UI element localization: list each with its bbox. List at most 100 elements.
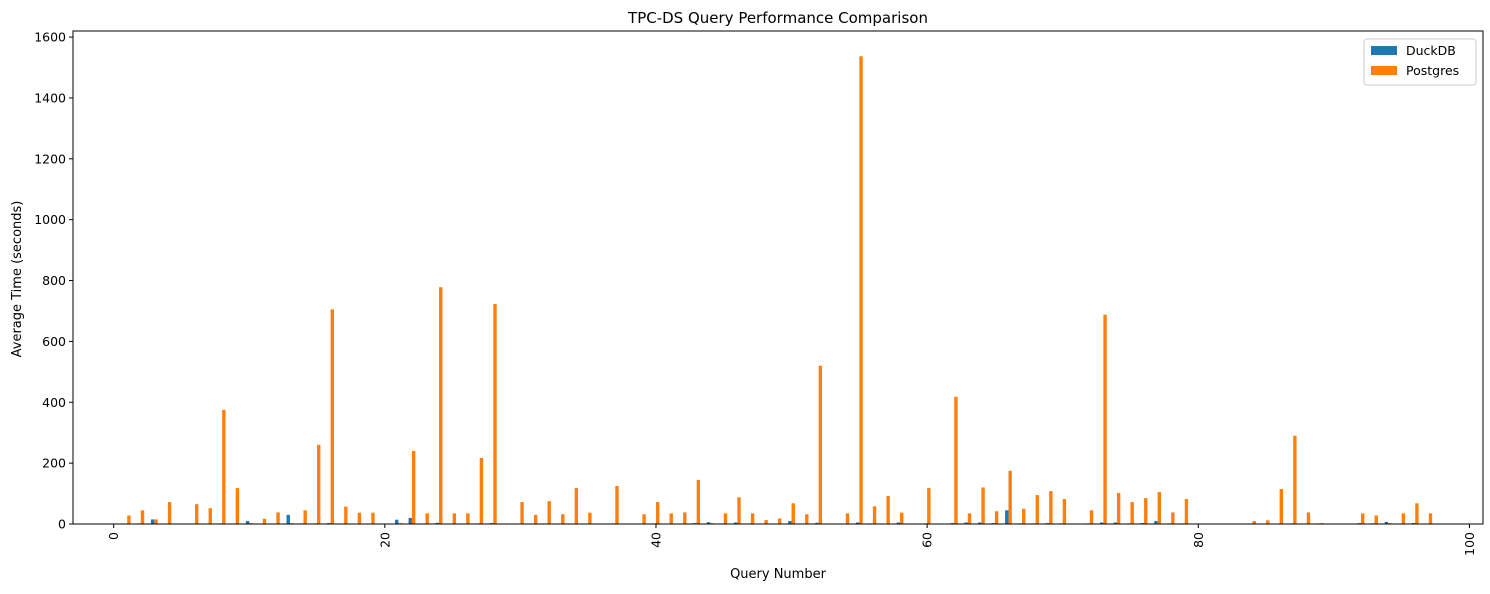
bar-postgres-39: [642, 514, 645, 524]
x-tick-label: 0: [106, 532, 121, 540]
bar-postgres-63: [968, 513, 971, 524]
bar-duckdb-13: [287, 515, 290, 524]
bar-postgres-95: [1402, 513, 1405, 524]
bar-duckdb-66: [1005, 510, 1008, 524]
bar-postgres-35: [588, 513, 591, 524]
bar-postgres-64: [981, 487, 984, 524]
legend-label-duckdb: DuckDB: [1406, 43, 1456, 58]
bar-postgres-76: [1144, 498, 1147, 524]
y-tick-label: 1200: [34, 151, 66, 166]
bar-postgres-33: [561, 514, 564, 524]
bar-postgres-45: [724, 513, 727, 524]
bar-postgres-17: [344, 507, 347, 524]
bar-postgres-11: [263, 519, 266, 524]
bar-postgres-67: [1022, 509, 1025, 524]
bar-postgres-3: [154, 519, 157, 524]
y-tick-label: 200: [42, 456, 66, 471]
bar-postgres-62: [954, 397, 957, 524]
x-axis-label: Query Number: [730, 567, 827, 582]
bar-postgres-25: [453, 513, 456, 524]
bar-postgres-49: [778, 519, 781, 524]
bar-postgres-66: [1008, 471, 1011, 524]
bar-postgres-58: [900, 513, 903, 524]
bar-postgres-52: [819, 366, 822, 524]
x-tick-label: 40: [648, 532, 663, 548]
bar-postgres-40: [656, 502, 659, 524]
bar-postgres-4: [168, 502, 171, 524]
bar-postgres-73: [1103, 315, 1106, 524]
bar-postgres-55: [859, 56, 862, 524]
bar-postgres-51: [805, 514, 808, 524]
bar-postgres-37: [615, 486, 618, 524]
bar-postgres-72: [1090, 510, 1093, 524]
bar-duckdb-21: [395, 520, 398, 524]
bar-postgres-26: [466, 513, 469, 524]
bars: [124, 56, 1432, 524]
bar-postgres-19: [371, 513, 374, 524]
bar-postgres-31: [534, 515, 537, 524]
bar-postgres-79: [1185, 499, 1188, 524]
bar-postgres-69: [1049, 491, 1052, 524]
bar-postgres-41: [670, 513, 673, 524]
bar-postgres-93: [1375, 515, 1378, 524]
legend: DuckDB Postgres: [1364, 39, 1476, 85]
y-tick-label: 1400: [34, 90, 66, 105]
bar-postgres-88: [1307, 512, 1310, 524]
bar-postgres-30: [520, 502, 523, 524]
bar-postgres-96: [1415, 503, 1418, 524]
bar-postgres-50: [792, 503, 795, 524]
bar-postgres-78: [1171, 512, 1174, 524]
y-tick-label: 0: [58, 517, 66, 532]
bar-postgres-22: [412, 451, 415, 524]
bar-postgres-42: [683, 512, 686, 524]
bar-postgres-6: [195, 504, 198, 524]
x-tick-label: 80: [1191, 532, 1206, 548]
bar-postgres-32: [548, 501, 551, 524]
bar-postgres-85: [1266, 520, 1269, 524]
legend-swatch-postgres: [1371, 66, 1397, 75]
bar-postgres-75: [1131, 502, 1134, 524]
bar-postgres-77: [1158, 492, 1161, 524]
x-tick-label: 20: [377, 532, 392, 548]
bar-postgres-87: [1293, 436, 1296, 524]
bar-postgres-60: [927, 488, 930, 524]
plot-frame: [73, 31, 1483, 524]
bar-postgres-28: [493, 304, 496, 524]
bar-postgres-1: [127, 515, 130, 524]
y-tick-label: 600: [42, 334, 66, 349]
bar-postgres-54: [846, 513, 849, 524]
y-tick-label: 800: [42, 273, 66, 288]
bar-postgres-86: [1280, 489, 1283, 524]
bar-postgres-12: [276, 512, 279, 524]
bar-postgres-46: [737, 497, 740, 524]
y-tick-label: 400: [42, 395, 66, 410]
bar-postgres-97: [1429, 513, 1432, 524]
bar-postgres-27: [480, 458, 483, 524]
bar-postgres-34: [575, 488, 578, 524]
bar-postgres-7: [209, 508, 212, 524]
legend-label-postgres: Postgres: [1406, 63, 1459, 78]
bar-postgres-14: [303, 510, 306, 524]
bar-postgres-15: [317, 445, 320, 524]
bar-postgres-56: [873, 506, 876, 524]
bar-postgres-16: [331, 309, 334, 524]
bar-duckdb-22: [409, 518, 412, 524]
bar-postgres-43: [697, 480, 700, 524]
y-tick-label: 1600: [34, 30, 66, 45]
y-tick-label: 1000: [34, 212, 66, 227]
bar-postgres-8: [222, 410, 225, 524]
x-tick-label: 100: [1462, 532, 1477, 556]
bar-postgres-18: [358, 513, 361, 524]
bar-postgres-65: [995, 511, 998, 524]
bar-postgres-47: [751, 513, 754, 524]
bar-postgres-9: [236, 488, 239, 524]
bar-postgres-68: [1036, 495, 1039, 524]
legend-swatch-duckdb: [1371, 46, 1397, 55]
bar-postgres-2: [141, 510, 144, 524]
bar-postgres-70: [1063, 499, 1066, 524]
bar-postgres-48: [764, 520, 767, 524]
bar-duckdb-3: [151, 519, 154, 524]
y-axis-label: Average Time (seconds): [10, 201, 25, 358]
